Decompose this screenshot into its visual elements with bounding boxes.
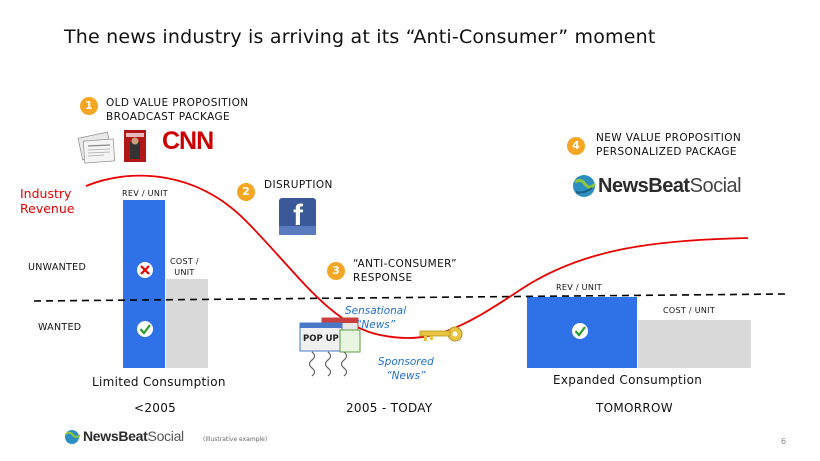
right-period: TOMORROW [596, 401, 673, 415]
step-1-label: OLD VALUE PROPOSITION BROADCAST PACKAGE [106, 97, 249, 123]
wanted-label: WANTED [38, 322, 82, 333]
revenue-curve [85, 174, 749, 339]
left-rev-label: REV / UNIT [122, 189, 168, 198]
facebook-icon [279, 198, 316, 235]
step-2-label: DISRUPTION [264, 179, 333, 191]
industry-revenue-label: Industry Revenue [20, 186, 75, 216]
footer-globe-icon [65, 430, 81, 444]
left-cost-bar [166, 279, 208, 368]
wanted-divider [33, 293, 786, 302]
left-rev-bar [123, 200, 165, 368]
step-4-label: NEW VALUE PROPOSITION PERSONALIZED PACKA… [596, 132, 742, 158]
newsbeatsocial-logo: NewsBeatSocial [598, 175, 742, 197]
right-rev-label: REV / UNIT [556, 283, 602, 292]
right-caption: Expanded Consumption [553, 373, 703, 387]
step-4-badge: 4 [567, 137, 585, 155]
page-number: 6 [781, 437, 787, 446]
popup-label: POP UP [303, 334, 339, 344]
unwanted-label: UNWANTED [28, 262, 87, 273]
left-caption: Limited Consumption [92, 375, 226, 389]
sponsored-news-label: Sponsored “News” [378, 356, 434, 382]
wanted-check-icon [137, 321, 153, 337]
right-cost-label: COST / UNIT [663, 306, 716, 315]
step-3-label: “ANTI-CONSUMER” RESPONSE [353, 258, 457, 284]
facebook-letter: f [293, 199, 303, 232]
footer-note: (Illustrative example) [203, 436, 268, 443]
newspaper-icon [77, 131, 116, 164]
globe-logo-icon [573, 175, 597, 197]
sensational-news-label: Sensational “News” [345, 305, 407, 331]
left-cost-label: COST / UNIT [170, 257, 199, 277]
right-cost-bar [638, 320, 751, 368]
step-2-badge: 2 [237, 183, 255, 201]
tomorrow-check-icon [572, 323, 588, 339]
step-3-badge: 3 [327, 262, 345, 280]
key-icon [419, 326, 463, 342]
step-1-badge: 1 [80, 97, 98, 115]
middle-period: 2005 - TODAY [346, 401, 433, 415]
popup-windows-icon [299, 317, 361, 377]
cnn-logo: CNN [162, 127, 214, 155]
magazine-icon [124, 130, 146, 162]
page-title: The news industry is arriving at its “An… [64, 26, 656, 48]
left-period: <2005 [134, 401, 177, 415]
footer-logo: NewsBeatSocial [83, 428, 184, 444]
